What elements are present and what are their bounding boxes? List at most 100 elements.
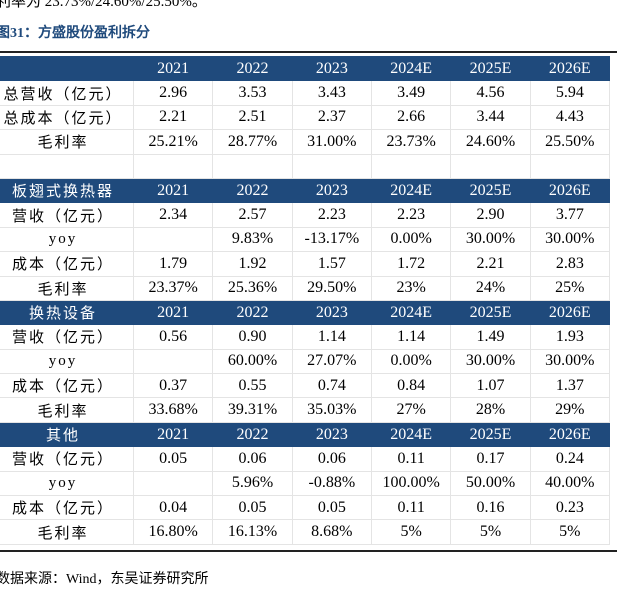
value-cell: 0.56 xyxy=(132,324,214,350)
value-cell: 24.60% xyxy=(450,129,531,155)
value-cell: 2.90 xyxy=(450,202,531,228)
value-cell: 5% xyxy=(370,519,452,545)
table-row: yoy 9.83% -13.17% 0.00% 30.00% 30.00% xyxy=(0,226,611,253)
value-cell: 28% xyxy=(450,397,531,423)
value-cell xyxy=(529,153,611,179)
value-cell: 0.37 xyxy=(132,373,214,399)
year-header-cell: 2025E xyxy=(450,421,531,448)
section-header-row: 换热设备 2021 2022 2023 2024E 2025E 2026E xyxy=(0,299,611,326)
value-cell: 30.00% xyxy=(450,348,531,375)
table-row: yoy 5.96% -0.88% 100.00% 50.00% 40.00% xyxy=(0,470,611,497)
value-cell: 1.79 xyxy=(132,251,214,277)
row-label: 成本（亿元） xyxy=(0,373,134,399)
value-cell: 5.96% xyxy=(212,470,293,497)
value-cell: 1.07 xyxy=(450,373,531,399)
value-cell: 0.90 xyxy=(212,324,293,350)
value-cell: 30.00% xyxy=(450,226,531,253)
table-row: 毛利率 16.80% 16.13% 8.68% 5% 5% 5% xyxy=(0,519,611,545)
value-cell: 30.00% xyxy=(529,348,611,375)
table-row: 营收（亿元） 0.05 0.06 0.06 0.11 0.17 0.24 xyxy=(0,446,611,472)
table-row: 营收（亿元） 0.56 0.90 1.14 1.14 1.49 1.93 xyxy=(0,324,611,350)
value-cell: 5.94 xyxy=(529,80,611,106)
value-cell: 2.57 xyxy=(212,202,293,228)
value-cell: 0.05 xyxy=(132,446,214,472)
row-label: 成本（亿元） xyxy=(0,495,134,521)
value-cell: 30.00% xyxy=(529,226,611,253)
value-cell: 25.50% xyxy=(529,129,611,155)
value-cell: 0.00% xyxy=(370,348,452,375)
year-header-cell: 2021 xyxy=(132,177,214,204)
value-cell: 1.37 xyxy=(529,373,611,399)
value-cell: -0.88% xyxy=(291,470,372,497)
year-header-cell: 2024E xyxy=(370,55,452,82)
table-row: yoy 60.00% 27.07% 0.00% 30.00% 30.00% xyxy=(0,348,611,375)
value-cell: 2.83 xyxy=(529,251,611,277)
value-cell: 3.49 xyxy=(370,80,452,106)
value-cell: 0.05 xyxy=(291,495,372,521)
value-cell: 27.07% xyxy=(291,348,372,375)
value-cell: 0.24 xyxy=(529,446,611,472)
value-cell: 8.68% xyxy=(291,519,372,545)
value-cell xyxy=(212,153,293,179)
value-cell: 0.06 xyxy=(212,446,293,472)
value-cell: 25% xyxy=(529,275,611,301)
year-header-cell: 2025E xyxy=(450,177,531,204)
table-row: 成本（亿元） 0.37 0.55 0.74 0.84 1.07 1.37 xyxy=(0,373,611,399)
value-cell xyxy=(132,226,214,253)
profit-breakdown-table: 2021 2022 2023 2024E 2025E 2026E 总营收（亿元） 2.96 3.… xyxy=(0,55,611,545)
source-note: 数据来源：Wind，东吴证券研究所 xyxy=(0,572,209,587)
value-cell: 1.92 xyxy=(212,251,293,277)
value-cell: 5% xyxy=(450,519,531,545)
year-header-cell: 2022 xyxy=(212,421,293,448)
row-label: 营收（亿元） xyxy=(0,324,134,350)
top-rule xyxy=(0,51,617,53)
row-label: yoy xyxy=(0,226,134,253)
year-header-cell: 2022 xyxy=(212,299,293,326)
value-cell: 0.05 xyxy=(212,495,293,521)
row-label: 成本（亿元） xyxy=(0,251,134,277)
value-cell: 3.53 xyxy=(212,80,293,106)
value-cell: 3.43 xyxy=(291,80,372,106)
value-cell: 0.17 xyxy=(450,446,531,472)
value-cell: 2.23 xyxy=(370,202,452,228)
value-cell: 0.74 xyxy=(291,373,372,399)
section-header-label xyxy=(0,55,134,82)
table-row: 总营收（亿元） 2.96 3.53 3.43 3.49 4.56 5.94 xyxy=(0,80,611,106)
value-cell: 50.00% xyxy=(450,470,531,497)
value-cell: 2.37 xyxy=(291,104,372,131)
row-label: 毛利率 xyxy=(0,397,134,423)
value-cell: 28.77% xyxy=(212,129,293,155)
section-header-row: 板翅式换热器 2021 2022 2023 2024E 2025E 2026E xyxy=(0,177,611,204)
value-cell: 1.72 xyxy=(370,251,452,277)
value-cell: 0.11 xyxy=(370,495,452,521)
year-header-cell: 2026E xyxy=(529,421,611,448)
table-row: 毛利率 25.21% 28.77% 31.00% 23.73% 24.60% 25.50% xyxy=(0,129,611,155)
value-cell: 23.73% xyxy=(370,129,452,155)
year-header-cell: 2026E xyxy=(529,177,611,204)
value-cell: 16.80% xyxy=(132,519,214,545)
section-header-label: 板翅式换热器 xyxy=(0,177,134,204)
year-header-cell: 2023 xyxy=(291,55,372,82)
value-cell: 25.36% xyxy=(212,275,293,301)
value-cell: 0.55 xyxy=(212,373,293,399)
figure-title: 图31：方盛股份盈利拆分 xyxy=(0,26,150,41)
year-header-cell: 2021 xyxy=(132,421,214,448)
table-row: 成本（亿元） 0.04 0.05 0.05 0.11 0.16 0.23 xyxy=(0,495,611,521)
value-cell: 0.23 xyxy=(529,495,611,521)
row-label: 毛利率 xyxy=(0,519,134,545)
value-cell: 0.16 xyxy=(450,495,531,521)
value-cell: 27% xyxy=(370,397,452,423)
value-cell: 16.13% xyxy=(212,519,293,545)
section-header-row: 其他 2021 2022 2023 2024E 2025E 2026E xyxy=(0,421,611,448)
value-cell xyxy=(370,153,452,179)
year-header-cell: 2022 xyxy=(212,177,293,204)
value-cell: 29% xyxy=(529,397,611,423)
value-cell: 29.50% xyxy=(291,275,372,301)
row-label: yoy xyxy=(0,470,134,497)
value-cell xyxy=(132,153,214,179)
year-header-cell: 2024E xyxy=(370,299,452,326)
value-cell: 2.23 xyxy=(291,202,372,228)
section-header-label: 换热设备 xyxy=(0,299,134,326)
year-header-cell: 2026E xyxy=(529,55,611,82)
table-row: 成本（亿元） 1.79 1.92 1.57 1.72 2.21 2.83 xyxy=(0,251,611,277)
